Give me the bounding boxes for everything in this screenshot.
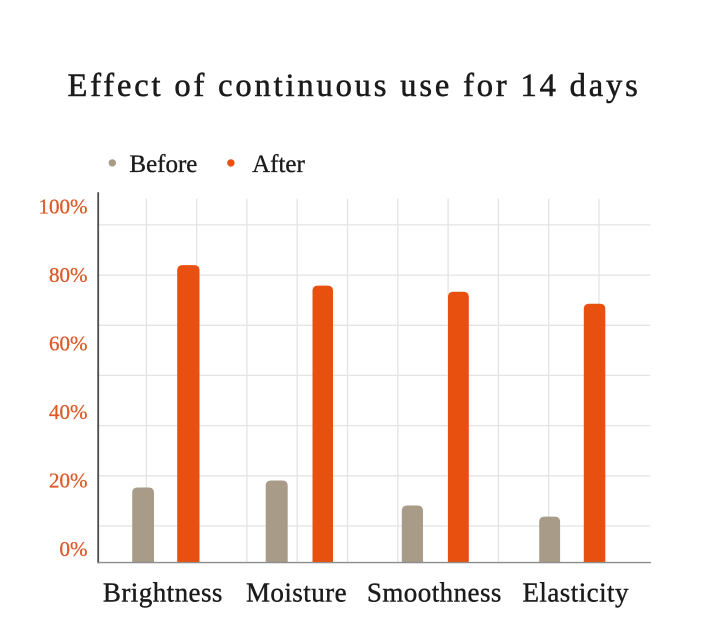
svg-text:Moisture: Moisture: [246, 578, 347, 608]
svg-text:0%: 0%: [60, 537, 88, 561]
svg-text:40%: 40%: [49, 400, 88, 424]
svg-text:Smoothness: Smoothness: [367, 578, 502, 608]
svg-text:Effect of continuous use for 1: Effect of continuous use for 14 days: [68, 68, 641, 104]
svg-text:Brightness: Brightness: [103, 578, 223, 608]
svg-text:60%: 60%: [49, 332, 88, 356]
svg-text:20%: 20%: [49, 469, 88, 493]
svg-text:After: After: [252, 151, 305, 178]
svg-text:Elasticity: Elasticity: [522, 578, 629, 608]
svg-text:80%: 80%: [49, 263, 88, 287]
svg-text:Before: Before: [129, 151, 197, 178]
svg-text:100%: 100%: [39, 195, 88, 219]
